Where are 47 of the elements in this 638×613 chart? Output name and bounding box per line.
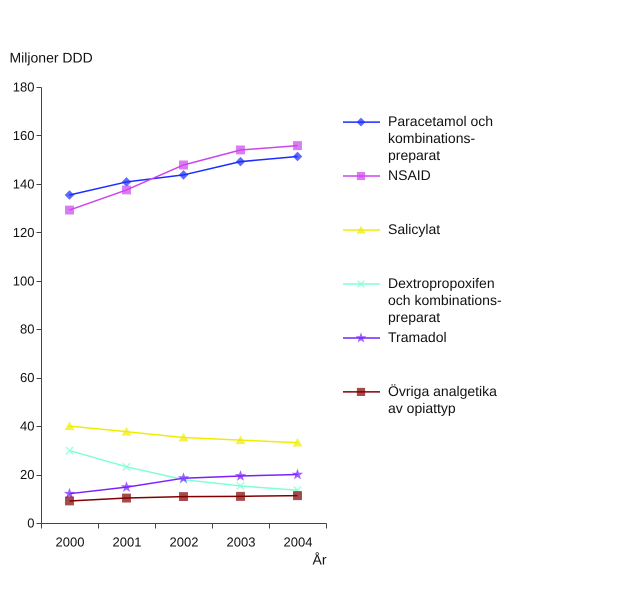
point (293, 438, 302, 447)
point (65, 446, 74, 456)
x-tick-label: 2004 (284, 534, 312, 550)
y-tick-label: 180 (12, 80, 34, 94)
point (65, 422, 74, 430)
point (293, 141, 302, 150)
point (179, 492, 188, 502)
x-tick-label: 2001 (112, 534, 142, 550)
y-tick-label: 40 (20, 418, 34, 434)
point (122, 428, 131, 436)
point (122, 177, 131, 186)
y-tick-label: 20 (20, 467, 34, 482)
point (293, 152, 302, 161)
point (236, 436, 245, 444)
point (179, 434, 188, 442)
legend-label: Tramadol (388, 328, 447, 345)
legend-label: Dextropropoxifen och kombinations- preparat (388, 274, 502, 325)
y-tick-label: 140 (12, 176, 34, 192)
x-tick-label: 2000 (56, 534, 84, 550)
point (122, 494, 131, 503)
x-axis-title: År (312, 552, 327, 568)
point (179, 475, 188, 484)
y-tick-label: 60 (20, 370, 34, 386)
point (122, 462, 131, 472)
x-tick-label: 2003 (226, 534, 256, 550)
legend-label: Salicylat (388, 221, 440, 238)
point (65, 190, 74, 200)
point (236, 157, 245, 166)
point (179, 160, 188, 170)
legend-label: Paracetamol och kombinations- preparat (388, 113, 494, 164)
point (65, 206, 74, 215)
point (236, 481, 245, 490)
y-tick-label: 160 (12, 128, 34, 143)
y-tick-label: 0 (27, 516, 34, 530)
point (65, 496, 74, 506)
x-tick-label: 2002 (170, 534, 198, 550)
y-tick-label: 80 (20, 322, 34, 337)
point (236, 146, 245, 154)
legend-label: Övriga analgetika av opiattyp (388, 382, 498, 416)
point (293, 491, 302, 500)
y-tick-label: 100 (12, 273, 34, 288)
legend-label: NSAID (388, 167, 431, 184)
point (122, 185, 131, 194)
y-axis-title: Miljoner DDD (10, 50, 93, 66)
point (179, 170, 188, 180)
point (236, 492, 245, 501)
y-tick-label: 120 (12, 224, 34, 240)
